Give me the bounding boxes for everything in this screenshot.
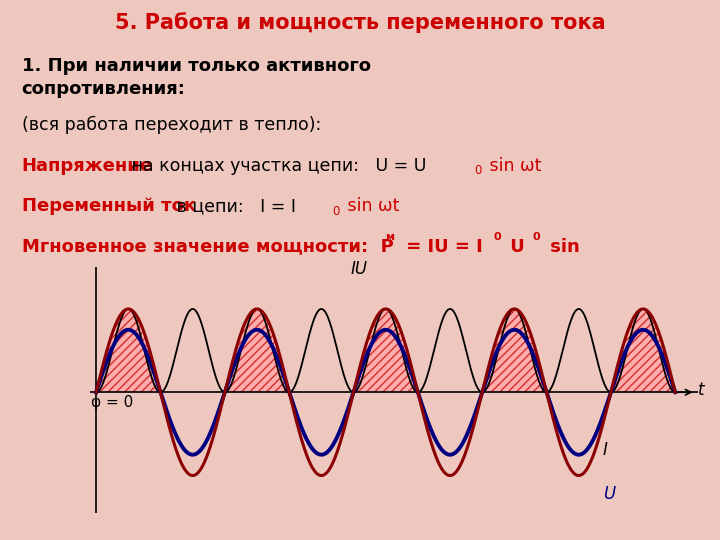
Text: sin ωt: sin ωt (342, 197, 400, 215)
Text: на концах участка цепи:   U = U: на концах участка цепи: U = U (126, 157, 426, 174)
Text: = IU = I: = IU = I (400, 238, 482, 255)
Text: 0: 0 (533, 232, 541, 242)
Text: 0: 0 (333, 205, 340, 218)
Text: м: м (385, 232, 395, 242)
Text: 1. При наличии только активного
сопротивления:: 1. При наличии только активного сопротив… (22, 57, 371, 98)
Text: t: t (698, 381, 705, 399)
Text: 0: 0 (493, 232, 501, 242)
Text: Мгновенное значение мощности:  P: Мгновенное значение мощности: P (22, 238, 393, 255)
Text: (вся работа переходит в тепло):: (вся работа переходит в тепло): (22, 116, 321, 134)
Text: U: U (603, 485, 615, 503)
Text: IU: IU (351, 260, 368, 278)
Text: sin: sin (544, 238, 580, 255)
Text: 5. Работа и мощность переменного тока: 5. Работа и мощность переменного тока (114, 12, 606, 33)
Text: в цепи:   I = I: в цепи: I = I (171, 197, 296, 215)
Text: Напряжение: Напряжение (22, 157, 153, 174)
Text: Переменный ток: Переменный ток (22, 197, 196, 215)
Text: 0: 0 (474, 164, 481, 177)
Text: φ = 0: φ = 0 (91, 395, 133, 410)
Text: I: I (603, 441, 608, 458)
Text: sin ωt: sin ωt (484, 157, 541, 174)
Text: U: U (504, 238, 525, 255)
